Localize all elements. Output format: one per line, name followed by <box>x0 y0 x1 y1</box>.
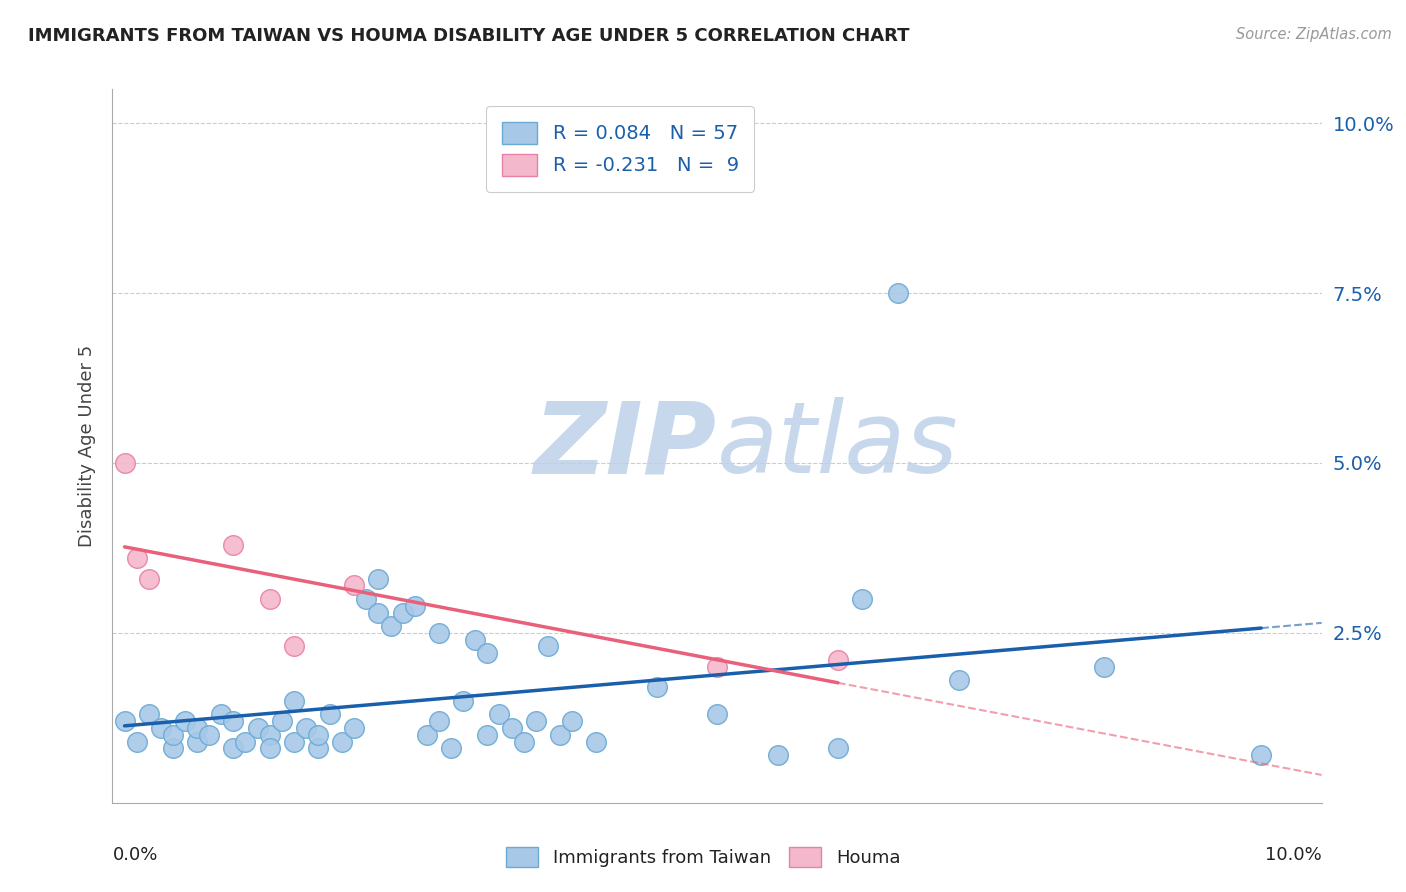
Point <box>561 714 583 729</box>
Text: Source: ZipAtlas.com: Source: ZipAtlas.com <box>1236 27 1392 42</box>
Point <box>440 741 463 756</box>
Point <box>125 734 148 748</box>
Text: atlas: atlas <box>717 398 959 494</box>
Point <box>1092 660 1115 674</box>
Point <box>198 728 221 742</box>
Point <box>259 591 281 606</box>
Point <box>222 741 245 756</box>
Point <box>259 728 281 742</box>
Point <box>114 714 136 729</box>
Point <box>246 721 269 735</box>
Point <box>222 714 245 729</box>
Point <box>404 599 426 613</box>
Point <box>307 741 329 756</box>
Point <box>367 606 389 620</box>
Point <box>416 728 439 742</box>
Point <box>186 721 208 735</box>
Point <box>295 721 318 735</box>
Text: 0.0%: 0.0% <box>112 846 157 863</box>
Legend: R = 0.084   N = 57, R = -0.231   N =  9: R = 0.084 N = 57, R = -0.231 N = 9 <box>486 106 754 192</box>
Point <box>548 728 571 742</box>
Point <box>259 741 281 756</box>
Point <box>948 673 970 688</box>
Point <box>343 578 366 592</box>
Point <box>488 707 510 722</box>
Point <box>356 591 378 606</box>
Point <box>343 721 366 735</box>
Point <box>125 551 148 566</box>
Text: ZIP: ZIP <box>534 398 717 494</box>
Point <box>319 707 342 722</box>
Point <box>174 714 197 729</box>
Point <box>537 640 560 654</box>
Point <box>851 591 873 606</box>
Point <box>283 694 305 708</box>
Point <box>138 572 160 586</box>
Point <box>283 640 305 654</box>
Point <box>501 721 523 735</box>
Text: 10.0%: 10.0% <box>1265 846 1322 863</box>
Point <box>427 626 450 640</box>
Point <box>149 721 172 735</box>
Point <box>477 646 499 660</box>
Point <box>209 707 232 722</box>
Point <box>367 572 389 586</box>
Point <box>380 619 402 633</box>
Point <box>330 734 353 748</box>
Point <box>222 537 245 551</box>
Legend: Immigrants from Taiwan, Houma: Immigrants from Taiwan, Houma <box>499 839 907 874</box>
Point <box>477 728 499 742</box>
Point <box>451 694 474 708</box>
Point <box>464 632 486 647</box>
Point <box>270 714 292 729</box>
Text: IMMIGRANTS FROM TAIWAN VS HOUMA DISABILITY AGE UNDER 5 CORRELATION CHART: IMMIGRANTS FROM TAIWAN VS HOUMA DISABILI… <box>28 27 910 45</box>
Point <box>283 734 305 748</box>
Point <box>427 714 450 729</box>
Point <box>1250 748 1272 763</box>
Point <box>162 741 184 756</box>
Point <box>706 707 728 722</box>
Point <box>766 748 789 763</box>
Point <box>162 728 184 742</box>
Point <box>235 734 257 748</box>
Point <box>827 653 849 667</box>
Point <box>186 734 208 748</box>
Point <box>585 734 607 748</box>
Point <box>524 714 547 729</box>
Y-axis label: Disability Age Under 5: Disability Age Under 5 <box>77 345 96 547</box>
Point <box>114 456 136 470</box>
Point <box>307 728 329 742</box>
Point <box>827 741 849 756</box>
Point <box>706 660 728 674</box>
Point <box>138 707 160 722</box>
Point <box>645 680 668 694</box>
Point <box>512 734 534 748</box>
Point <box>391 606 413 620</box>
Point <box>887 286 910 301</box>
